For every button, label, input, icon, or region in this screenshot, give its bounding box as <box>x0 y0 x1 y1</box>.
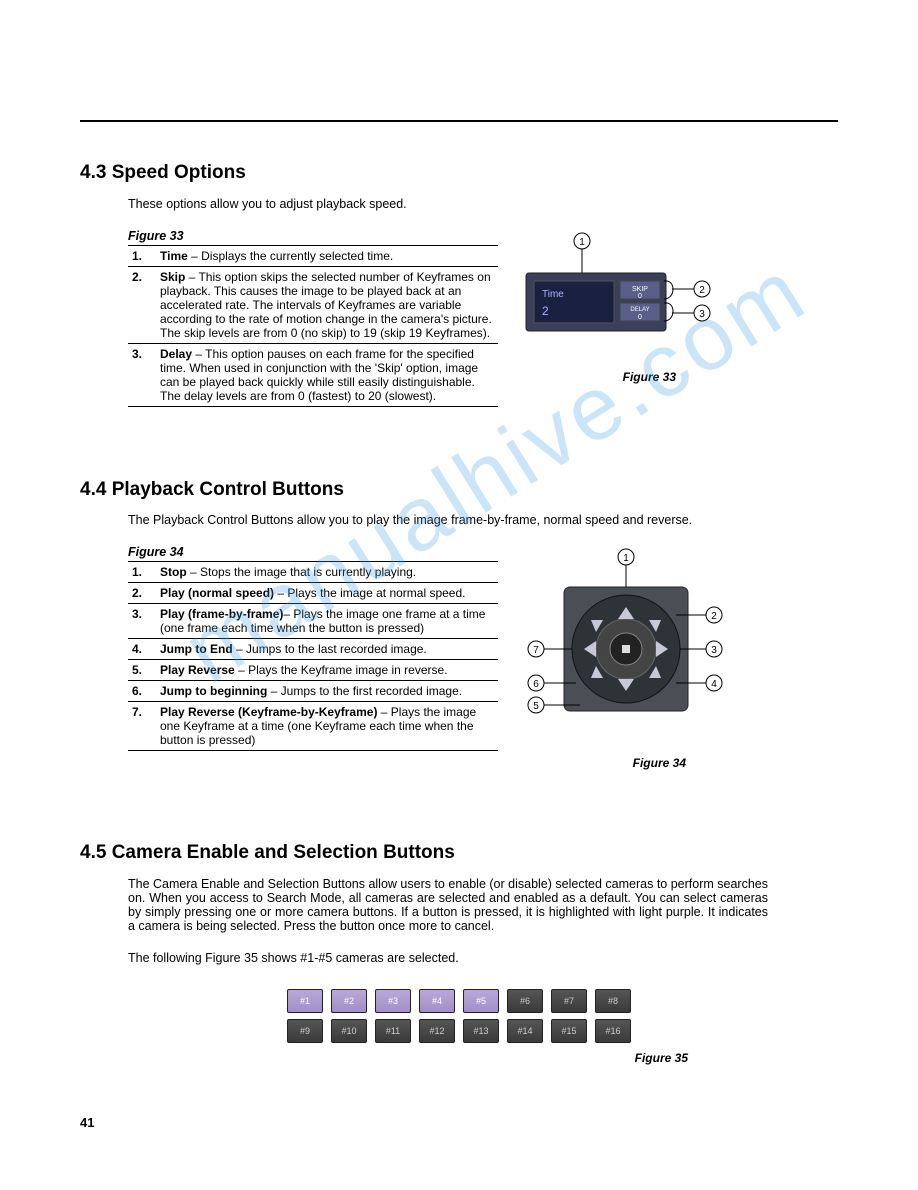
camera-button[interactable]: #3 <box>375 989 411 1013</box>
heading-4-4: 4.4 Playback Control Buttons <box>80 479 838 501</box>
camera-button[interactable]: #4 <box>419 989 455 1013</box>
para-4-5-1: The Camera Enable and Selection Buttons … <box>128 877 768 933</box>
svg-text:1: 1 <box>579 237 585 248</box>
svg-text:0: 0 <box>638 314 642 321</box>
svg-text:2: 2 <box>711 611 717 622</box>
camera-button[interactable]: #7 <box>551 989 587 1013</box>
fig34-table: 1.Stop – Stops the image that is current… <box>128 562 498 751</box>
camera-button[interactable]: #13 <box>463 1019 499 1043</box>
figure-33: 1 Time 2 SKIP 0 DELAY 0 2 3 <box>516 229 716 384</box>
camera-button[interactable]: #6 <box>507 989 543 1013</box>
camera-button[interactable]: #1 <box>287 989 323 1013</box>
svg-text:2: 2 <box>542 304 549 318</box>
camera-button[interactable]: #9 <box>287 1019 323 1043</box>
svg-text:7: 7 <box>533 645 539 656</box>
intro-4-4: The Playback Control Buttons allow you t… <box>128 513 838 527</box>
camera-button[interactable]: #2 <box>331 989 367 1013</box>
camera-grid: #1 #2 #3 #4 #5 #6 #7 #8 #9 #10 #11 #12 #13 #14 #15 #16 <box>80 989 838 1043</box>
fig33-caption: Figure 33 <box>516 370 716 384</box>
intro-4-3: These options allow you to adjust playba… <box>128 197 838 211</box>
fig34-label: Figure 34 <box>128 545 498 562</box>
svg-text:5: 5 <box>533 701 539 712</box>
fig34-caption: Figure 34 <box>516 756 726 770</box>
fig33-table: 1.Time – Displays the currently selected… <box>128 246 498 407</box>
svg-text:3: 3 <box>699 309 705 320</box>
svg-text:0: 0 <box>638 293 642 300</box>
heading-4-5: 4.5 Camera Enable and Selection Buttons <box>80 842 838 864</box>
svg-text:DELAY: DELAY <box>630 307 649 313</box>
camera-button[interactable]: #11 <box>375 1019 411 1043</box>
camera-button[interactable]: #10 <box>331 1019 367 1043</box>
svg-text:6: 6 <box>533 679 539 690</box>
heading-4-3: 4.3 Speed Options <box>80 162 838 184</box>
fig35-caption: Figure 35 <box>80 1051 688 1065</box>
camera-button[interactable]: #12 <box>419 1019 455 1043</box>
fig33-label: Figure 33 <box>128 229 498 246</box>
svg-text:1: 1 <box>623 553 629 564</box>
page-number: 41 <box>80 1115 838 1130</box>
camera-button[interactable]: #15 <box>551 1019 587 1043</box>
svg-text:4: 4 <box>711 679 717 690</box>
camera-button[interactable]: #14 <box>507 1019 543 1043</box>
svg-text:SKIP: SKIP <box>632 286 648 293</box>
camera-button[interactable]: #16 <box>595 1019 631 1043</box>
camera-button[interactable]: #5 <box>463 989 499 1013</box>
svg-text:Time: Time <box>542 289 564 300</box>
camera-button[interactable]: #8 <box>595 989 631 1013</box>
svg-text:3: 3 <box>711 645 717 656</box>
svg-text:2: 2 <box>699 285 705 296</box>
para-4-5-2: The following Figure 35 shows #1-#5 came… <box>128 951 838 965</box>
figure-34: 1 2 3 4 <box>516 545 726 770</box>
